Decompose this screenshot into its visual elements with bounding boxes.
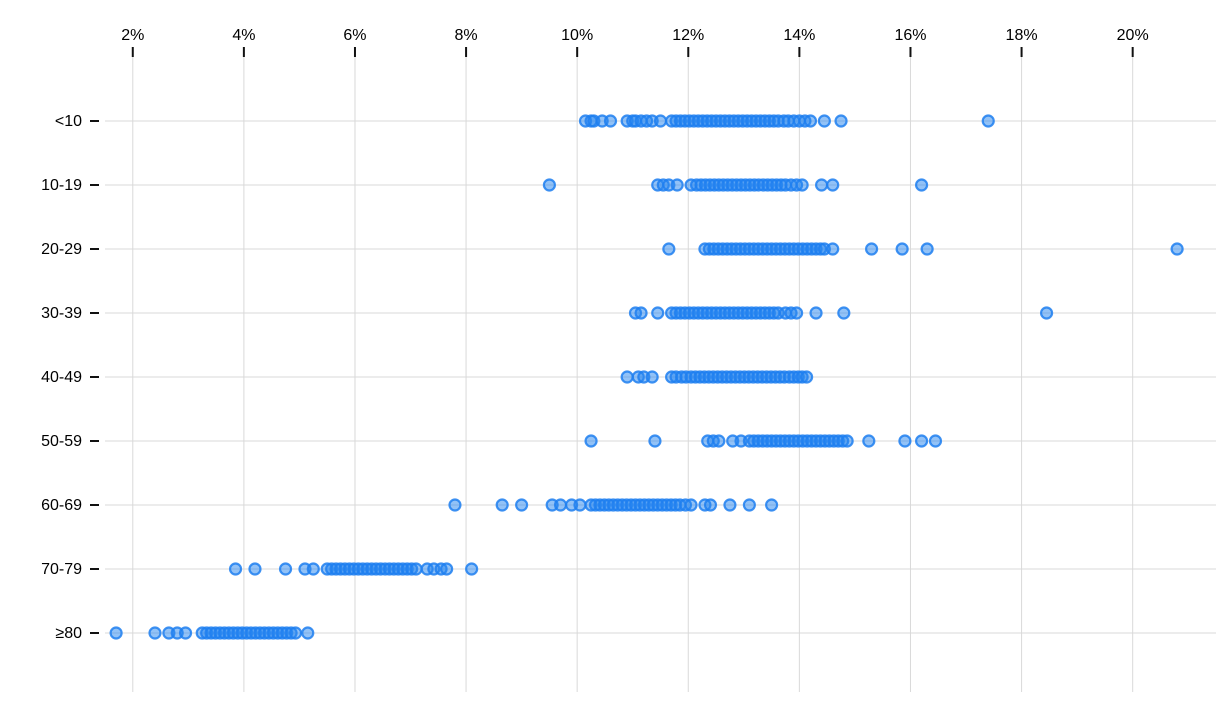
data-point <box>148 626 162 640</box>
data-point <box>648 434 662 448</box>
x-tick-label: 4% <box>232 27 255 44</box>
data-point <box>764 498 779 512</box>
data-point <box>634 306 648 320</box>
data-point <box>553 498 568 512</box>
data-point <box>862 434 876 448</box>
data-point <box>306 562 320 576</box>
data-point <box>440 562 454 576</box>
data-point <box>301 626 315 640</box>
data-point <box>228 562 243 576</box>
data-point <box>826 178 840 192</box>
data-point <box>840 434 854 448</box>
data-point <box>178 626 193 640</box>
data-point <box>834 114 848 128</box>
data-point <box>914 434 929 448</box>
data-point <box>542 178 557 192</box>
data-point <box>651 306 665 320</box>
y-tick-label: 60-69 <box>41 497 82 514</box>
y-tick-label: 10-19 <box>41 177 82 194</box>
data-point <box>809 306 823 320</box>
x-tick-label: 2% <box>121 27 144 44</box>
y-tick-label: ≥80 <box>55 625 82 642</box>
data-point <box>620 370 634 384</box>
y-tick-label: 50-59 <box>41 433 82 450</box>
data-point <box>817 114 831 128</box>
data-point <box>109 626 123 640</box>
x-tick-label: 18% <box>1006 27 1038 44</box>
data-point <box>864 242 879 256</box>
data-point <box>573 498 587 512</box>
data-point <box>662 242 676 256</box>
data-point <box>248 562 262 576</box>
y-tick-label: 70-79 <box>41 561 82 578</box>
x-tick-label: 20% <box>1117 27 1149 44</box>
data-point <box>712 434 726 448</box>
data-point <box>803 114 818 128</box>
data-point <box>584 434 598 448</box>
data-point <box>515 498 529 512</box>
x-tick-label: 16% <box>894 27 926 44</box>
data-point <box>1039 306 1054 320</box>
data-point <box>920 242 934 256</box>
y-tick-label: <10 <box>55 113 82 130</box>
data-point <box>789 306 804 320</box>
data-point <box>981 114 995 128</box>
data-point <box>278 562 293 576</box>
data-point <box>814 178 829 192</box>
data-point <box>448 498 462 512</box>
y-tick-label: 30-39 <box>41 305 82 322</box>
data-point <box>684 498 698 512</box>
data-point <box>742 498 756 512</box>
data-point <box>898 434 912 448</box>
y-tick-label: 20-29 <box>41 241 82 258</box>
data-point <box>837 306 851 320</box>
data-point <box>645 370 659 384</box>
data-point <box>653 114 668 128</box>
x-tick-label: 8% <box>455 27 478 44</box>
data-point <box>914 178 929 192</box>
data-point <box>495 498 509 512</box>
x-tick-label: 6% <box>343 27 366 44</box>
x-tick-label: 10% <box>561 27 593 44</box>
data-point <box>288 626 303 640</box>
data-point <box>603 114 618 128</box>
y-tick-label: 40-49 <box>41 369 82 386</box>
data-point <box>465 562 479 576</box>
x-tick-label: 14% <box>783 27 815 44</box>
data-point <box>826 242 840 256</box>
data-point <box>795 178 809 192</box>
data-point <box>670 178 684 192</box>
data-point <box>895 242 909 256</box>
data-point <box>1170 242 1184 256</box>
x-tick-label: 12% <box>672 27 704 44</box>
data-point <box>703 498 718 512</box>
data-point <box>723 498 737 512</box>
data-point <box>409 562 423 576</box>
data-point <box>928 434 943 448</box>
data-point <box>799 370 814 384</box>
